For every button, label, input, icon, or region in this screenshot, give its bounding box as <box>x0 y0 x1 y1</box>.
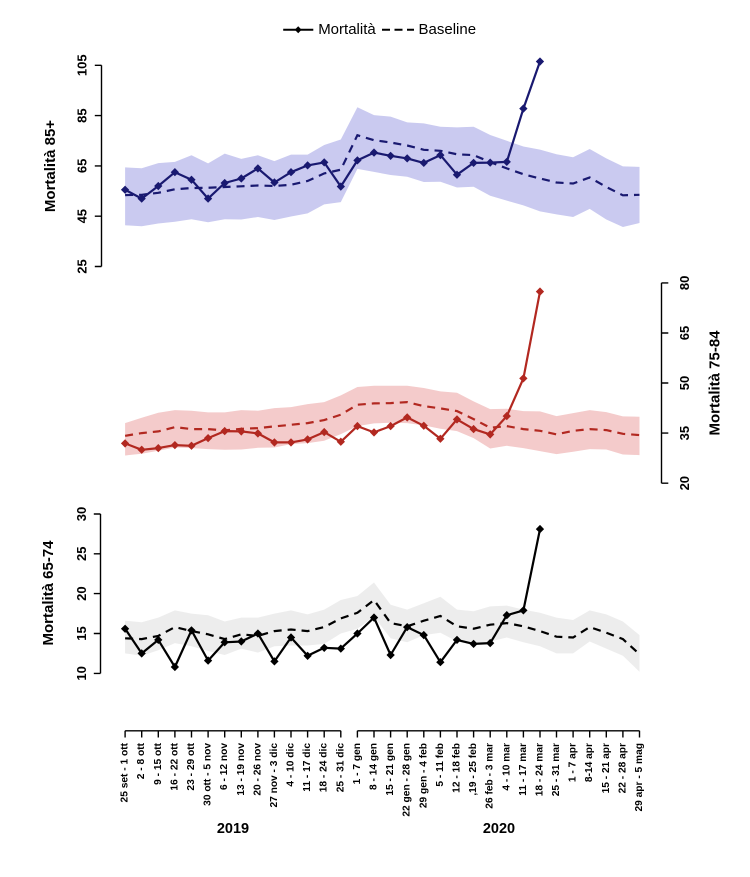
svg-text:65: 65 <box>677 326 692 340</box>
svg-text:20: 20 <box>677 476 692 490</box>
svg-text:27 nov - 3 dic: 27 nov - 3 dic <box>269 743 280 808</box>
svg-text:25 set - 1 ott: 25 set - 1 ott <box>120 742 131 802</box>
svg-text:,19 - 25 feb: ,19 - 25 feb <box>468 743 479 796</box>
svg-text:35: 35 <box>677 426 692 440</box>
svg-text:2 - 8 ott: 2 - 8 ott <box>136 742 147 779</box>
svg-text:26 feb - 3 mar: 26 feb - 3 mar <box>485 743 496 809</box>
svg-text:25: 25 <box>75 259 90 273</box>
svg-text:9 - 15 ott: 9 - 15 ott <box>153 742 164 784</box>
svg-text:18 - 24 mar: 18 - 24 mar <box>535 743 546 796</box>
svg-text:50: 50 <box>677 376 692 390</box>
svg-text:30: 30 <box>74 507 89 521</box>
svg-text:8 - 14 gen: 8 - 14 gen <box>369 743 380 790</box>
svg-text:29 gen - 4 feb: 29 gen - 4 feb <box>418 743 429 808</box>
svg-text:11 - 17 dic: 11 - 17 dic <box>302 743 313 792</box>
svg-text:22 - 28 apr: 22 - 28 apr <box>617 743 628 793</box>
svg-text:29 apr - 5 mag: 29 apr - 5 mag <box>634 743 645 812</box>
svg-text:65: 65 <box>75 159 90 173</box>
svg-text:11 - 17 mar: 11 - 17 mar <box>518 743 529 796</box>
svg-text:1 - 7 apr: 1 - 7 apr <box>568 743 579 782</box>
svg-text:25 - 31 dic: 25 - 31 dic <box>335 743 346 793</box>
svg-text:5 - 11 feb: 5 - 11 feb <box>435 743 446 787</box>
svg-text:8-14 apr: 8-14 apr <box>584 743 595 782</box>
svg-text:45: 45 <box>75 209 90 223</box>
svg-text:Mortalità: Mortalità <box>318 21 376 38</box>
svg-text:15: 15 <box>74 626 89 640</box>
svg-text:22 gen - 28 gen: 22 gen - 28 gen <box>402 743 413 817</box>
svg-text:4 - 10 mar: 4 - 10 mar <box>501 743 512 791</box>
svg-text:25 - 31 mar: 25 - 31 mar <box>551 743 562 796</box>
svg-text:16 - 22 ott: 16 - 22 ott <box>169 742 180 790</box>
svg-text:Mortalità 75-84: Mortalità 75-84 <box>707 330 724 436</box>
svg-text:25: 25 <box>74 547 89 561</box>
svg-text:10: 10 <box>74 666 89 680</box>
svg-text:13 - 19 nov: 13 - 19 nov <box>236 743 247 796</box>
svg-text:80: 80 <box>677 276 692 290</box>
svg-text:15 - 21 gen: 15 - 21 gen <box>385 743 396 796</box>
svg-text:2019: 2019 <box>217 821 249 837</box>
svg-text:Mortalità 85+: Mortalità 85+ <box>42 120 59 212</box>
svg-text:6 - 12 nov: 6 - 12 nov <box>219 743 230 790</box>
svg-text:18 - 24 dic: 18 - 24 dic <box>319 743 330 793</box>
svg-text:85: 85 <box>75 108 90 122</box>
svg-text:12 - 18 feb: 12 - 18 feb <box>452 743 463 793</box>
svg-text:20 - 26 nov: 20 - 26 nov <box>252 743 263 796</box>
svg-text:Mortalità 65-74: Mortalità 65-74 <box>40 540 57 646</box>
svg-text:30 ott - 5 nov: 30 ott - 5 nov <box>203 743 214 806</box>
svg-text:4 - 10 dic: 4 - 10 dic <box>286 743 297 787</box>
svg-text:105: 105 <box>75 54 90 76</box>
svg-text:20: 20 <box>74 586 89 600</box>
svg-text:1 - 7 gen: 1 - 7 gen <box>352 743 363 784</box>
svg-text:Baseline: Baseline <box>419 21 477 38</box>
svg-text:23 - 29 ott: 23 - 29 ott <box>186 742 197 790</box>
svg-text:2020: 2020 <box>483 821 515 837</box>
svg-text:15 - 21 apr: 15 - 21 apr <box>601 743 612 793</box>
